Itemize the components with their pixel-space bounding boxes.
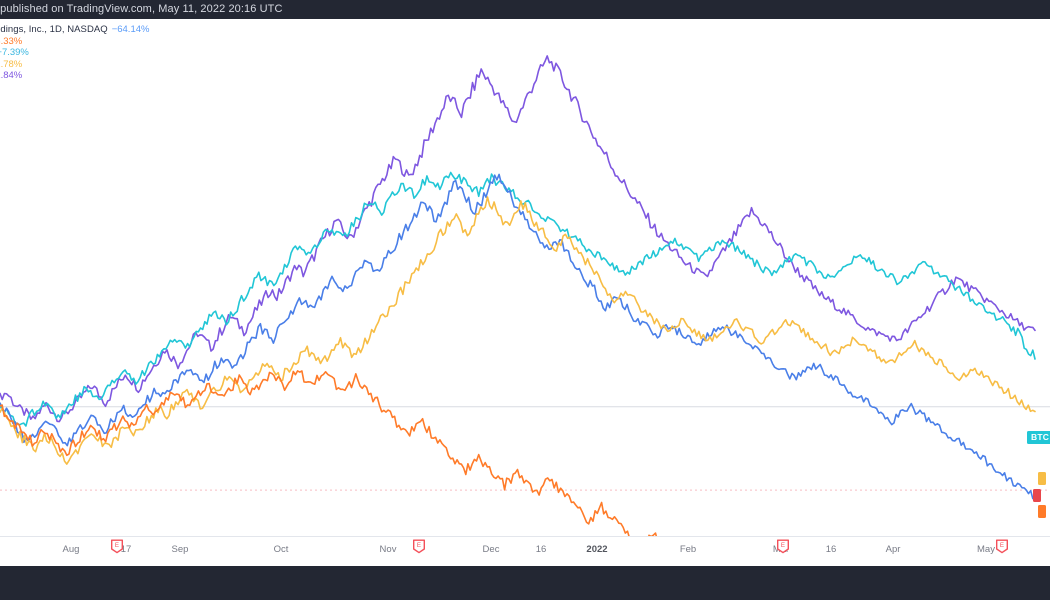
svg-text:E: E bbox=[1000, 542, 1004, 549]
earnings-marker[interactable]: E bbox=[413, 539, 426, 554]
time-axis-tick: 2022 bbox=[586, 544, 608, 555]
legend-row[interactable]: Holdings, Inc., 1D, NASDAQ−64.14% bbox=[0, 24, 330, 36]
svg-text:E: E bbox=[115, 542, 119, 549]
time-axis-tick: Dec bbox=[482, 544, 500, 555]
legend-row[interactable]: E−7.39% bbox=[0, 47, 330, 59]
chart-plot bbox=[0, 55, 1050, 536]
publish-bar-text: ing published on TradingView.com, May 11… bbox=[0, 3, 283, 15]
time-axis[interactable]: Aug17SepOctNovDec162022FebMar16AprMay bbox=[0, 536, 1050, 567]
series-line[interactable] bbox=[0, 196, 1036, 465]
publish-bar: ing published on TradingView.com, May 11… bbox=[0, 0, 1050, 20]
legend-change: 78.33% bbox=[0, 35, 23, 47]
time-axis-tick: Sep bbox=[171, 544, 189, 555]
series-line[interactable] bbox=[0, 171, 1036, 427]
chart-pane[interactable] bbox=[0, 19, 1050, 536]
legend-change: −7.39% bbox=[0, 47, 29, 58]
price-tag[interactable] bbox=[1033, 489, 1041, 502]
series-line[interactable] bbox=[0, 370, 1035, 536]
legend-change: 52.78% bbox=[0, 58, 23, 70]
time-axis-tick: 17 bbox=[120, 544, 132, 555]
svg-text:E: E bbox=[417, 542, 421, 549]
earnings-marker[interactable]: E bbox=[777, 539, 790, 554]
time-axis-tick: Nov bbox=[379, 544, 397, 555]
chart-legend[interactable]: Holdings, Inc., 1D, NASDAQ−64.14%78.33%E… bbox=[0, 24, 330, 82]
time-axis-tick: Aug bbox=[62, 544, 80, 555]
earnings-marker[interactable]: E bbox=[111, 539, 124, 554]
time-axis-tick: Apr bbox=[885, 544, 901, 555]
time-axis-tick: 16 bbox=[825, 544, 837, 555]
legend-row[interactable]: 31.84% bbox=[0, 70, 330, 82]
price-tag[interactable] bbox=[1038, 505, 1046, 518]
legend-row[interactable]: 78.33% bbox=[0, 36, 330, 48]
earnings-marker[interactable]: E bbox=[996, 539, 1009, 554]
price-tag[interactable] bbox=[1038, 472, 1046, 485]
legend-change: 31.84% bbox=[0, 70, 23, 81]
time-axis-tick: Oct bbox=[273, 544, 289, 555]
series-line[interactable] bbox=[0, 173, 1036, 500]
svg-text:E: E bbox=[781, 542, 785, 549]
bottom-bar bbox=[0, 566, 1050, 600]
time-axis-tick: May bbox=[977, 544, 995, 555]
time-axis-tick: 16 bbox=[535, 544, 547, 555]
legend-row[interactable]: 52.78% bbox=[0, 59, 330, 71]
price-tag[interactable]: BTC bbox=[1027, 431, 1050, 444]
time-axis-tick: Feb bbox=[679, 544, 697, 555]
legend-symbol: Holdings, Inc., 1D, NASDAQ bbox=[0, 24, 108, 35]
series-line[interactable] bbox=[0, 55, 1036, 423]
legend-change: −64.14% bbox=[111, 24, 150, 35]
